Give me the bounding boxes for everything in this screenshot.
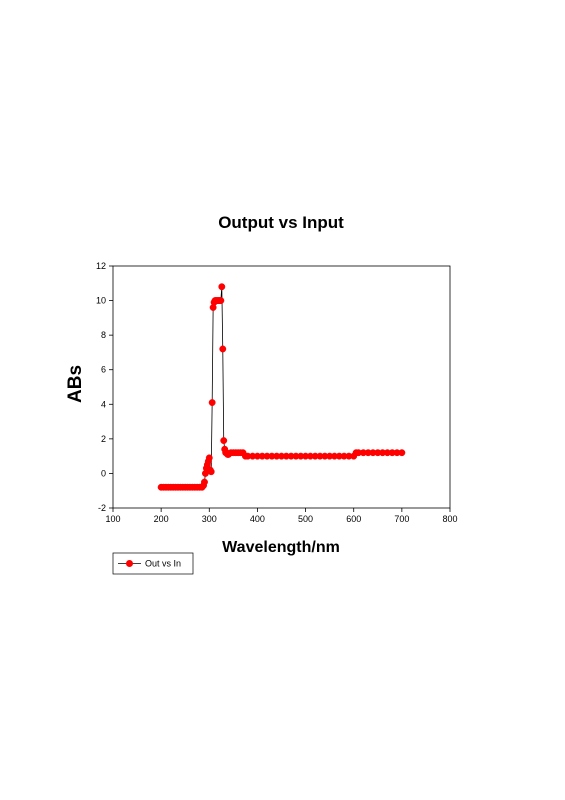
y-tick-label: 8 (101, 330, 106, 340)
x-axis: 100 200 300 400 500 600 700 800 (105, 508, 458, 524)
x-tick-label: 800 (442, 514, 457, 524)
x-tick-label: 300 (202, 514, 217, 524)
y-tick-label: 10 (96, 296, 106, 306)
x-tick-label: 500 (298, 514, 313, 524)
legend-label: Out vs In (145, 559, 181, 569)
chart-title: Output vs Input (218, 213, 344, 232)
legend: Out vs In (112, 552, 194, 575)
x-tick-label: 200 (154, 514, 169, 524)
series-group (157, 283, 406, 491)
legend-marker (126, 560, 133, 567)
data-point (217, 297, 225, 305)
data-point (220, 437, 228, 445)
data-point (207, 468, 215, 476)
y-tick-label: 4 (101, 399, 106, 409)
plot-area (112, 265, 451, 509)
data-point (205, 454, 213, 462)
y-tick-label: 12 (96, 261, 106, 271)
y-tick-label: 2 (101, 434, 106, 444)
x-tick-label: 400 (250, 514, 265, 524)
x-axis-label: Wavelength/nm (222, 539, 340, 556)
y-tick-label: 0 (101, 468, 106, 478)
y-axis: -2 0 2 4 6 8 10 12 (96, 261, 113, 513)
x-tick-label: 600 (346, 514, 361, 524)
data-point (219, 345, 227, 353)
y-tick-label: 6 (101, 365, 106, 375)
data-point (201, 478, 208, 486)
y-axis-label: ABs (65, 365, 86, 403)
x-tick-label: 700 (394, 514, 409, 524)
data-point (218, 283, 226, 291)
legend-box (112, 552, 194, 575)
x-tick-label: 100 (105, 514, 120, 524)
data-point (208, 399, 216, 407)
data-point (398, 449, 406, 457)
y-tick-label: -2 (98, 503, 106, 513)
